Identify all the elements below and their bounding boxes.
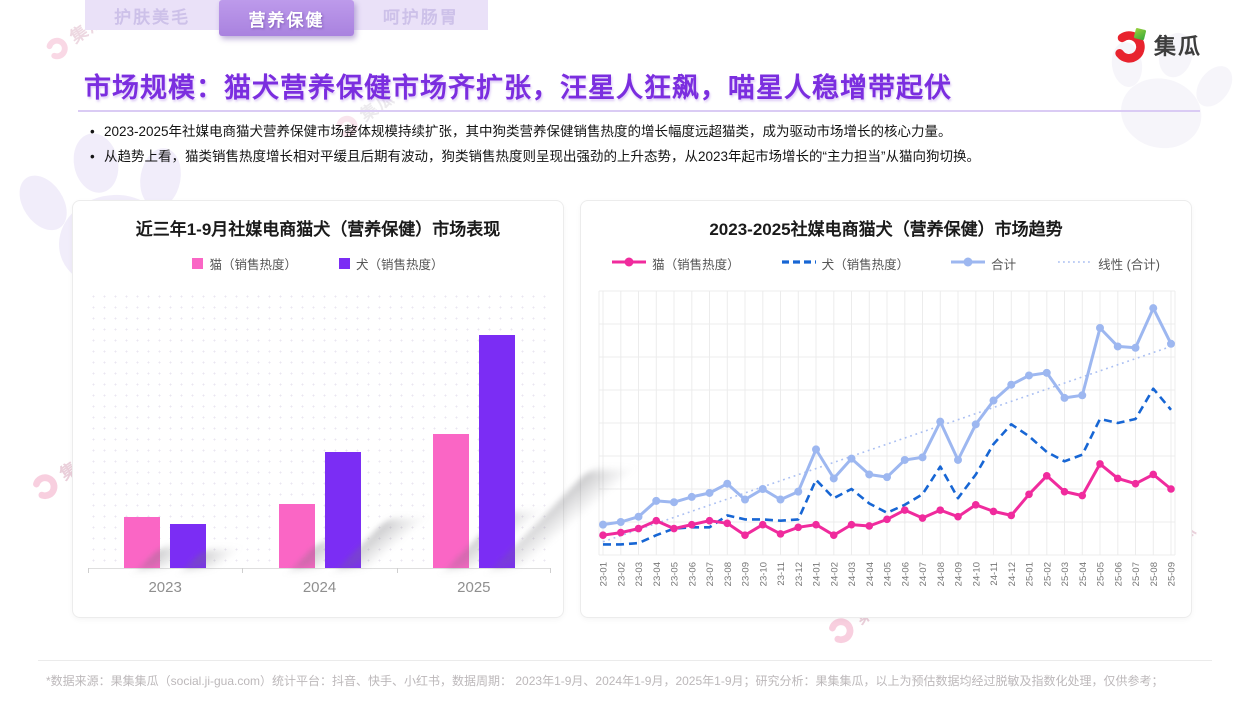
svg-text:25-04: 25-04 xyxy=(1078,562,1089,586)
line-chart-title: 2023-2025社媒电商猫犬（营养保健）市场趋势 xyxy=(709,220,1063,239)
line-chart-card: 2023-2025社媒电商猫犬（营养保健）市场趋势 猫（销售热度） 犬（销售热度）… xyxy=(580,200,1192,618)
logo-text: 集瓜 xyxy=(1153,34,1202,59)
svg-text:24-04: 24-04 xyxy=(865,562,876,586)
svg-text:23-04: 23-04 xyxy=(652,562,663,586)
bar-category-label: 2023 xyxy=(148,579,182,596)
svg-text:23-08: 23-08 xyxy=(723,562,734,586)
svg-text:24-03: 24-03 xyxy=(847,562,858,586)
svg-text:24-10: 24-10 xyxy=(971,562,982,586)
line-chart-plot: 23-01 23-02 23-03 23-04 23-05 23-06 23-07 23-08… xyxy=(598,290,1178,586)
svg-text:25-08: 25-08 xyxy=(1149,562,1160,586)
page-title: 市场规模：猫犬营养保健市场齐扩张，汪星人狂飙，喵星人稳增带起伏 xyxy=(84,73,952,103)
legend-item: 猫（销售热度） xyxy=(612,254,740,273)
svg-text:23-03: 23-03 xyxy=(634,562,645,586)
svg-text:25-01: 25-01 xyxy=(1025,562,1036,586)
summary-bullets: 2023-2025年社媒电商猫犬营养保健市场整体规模持续扩张，其中狗类营养保健销… xyxy=(88,119,1188,169)
legend-item: 犬（销售热度） xyxy=(781,254,909,273)
category-tabbar: 护肤美毛 营养保健 呵护肠胃 xyxy=(85,0,488,36)
svg-text:23-05: 23-05 xyxy=(670,562,681,586)
svg-text:24-05: 24-05 xyxy=(883,562,894,586)
jigua-logo: 集瓜 xyxy=(1111,26,1202,64)
legend-item: 犬（销售热度） xyxy=(339,254,444,273)
legend-line-icon xyxy=(951,255,986,273)
footer-note: *数据来源：果集集瓜（social.ji-gua.com）统计平台：抖音、快手、… xyxy=(46,674,1164,688)
svg-text:23-01: 23-01 xyxy=(599,562,610,586)
svg-text:23-12: 23-12 xyxy=(794,562,805,586)
svg-text:25-07: 25-07 xyxy=(1131,562,1142,586)
line-chart-legend: 猫（销售热度） 犬（销售热度） 合计 线性 (合计) xyxy=(581,254,1191,273)
svg-text:24-08: 24-08 xyxy=(936,562,947,586)
svg-text:23-07: 23-07 xyxy=(705,562,716,586)
axis-tick xyxy=(242,568,244,573)
legend-line-icon xyxy=(1058,255,1093,273)
svg-text:25-09: 25-09 xyxy=(1167,562,1178,586)
tab-skin-care[interactable]: 护肤美毛 xyxy=(114,7,191,27)
bar-2023-cat xyxy=(124,517,161,568)
svg-text:25-02: 25-02 xyxy=(1042,562,1053,586)
svg-text:23-09: 23-09 xyxy=(741,562,752,586)
title-divider xyxy=(78,110,1200,112)
legend-swatch-icon xyxy=(192,258,204,269)
svg-text:24-02: 24-02 xyxy=(829,562,840,586)
bullet-item: 2023-2025年社媒电商猫犬营养保健市场整体规模持续扩张，其中狗类营养保健销… xyxy=(88,119,1188,144)
svg-text:23-06: 23-06 xyxy=(687,562,698,586)
tab-gut-care[interactable]: 呵护肠胃 xyxy=(382,7,459,27)
jigua-logo-icon xyxy=(1111,26,1149,64)
bar-chart-plot xyxy=(88,291,551,573)
legend-item: 线性 (合计) xyxy=(1058,254,1160,273)
bar-2023-dog xyxy=(170,524,207,568)
svg-text:25-06: 25-06 xyxy=(1113,562,1124,586)
bar-category-label: 2025 xyxy=(457,579,491,596)
footer-divider xyxy=(38,660,1212,661)
bar-2025-cat xyxy=(432,434,469,568)
svg-text:24-11: 24-11 xyxy=(989,562,1000,586)
svg-text:23-10: 23-10 xyxy=(758,562,769,586)
axis-tick xyxy=(88,568,89,573)
svg-text:24-01: 24-01 xyxy=(812,562,823,586)
bullet-item: 从趋势上看，猫类销售热度增长相对平缓且后期有波动，狗类销售热度则呈现出强劲的上升… xyxy=(88,144,1188,169)
bar-2025-dog xyxy=(478,334,515,568)
bar-category-label: 2024 xyxy=(302,579,337,596)
bar-chart-legend: 猫（销售热度） 犬（销售热度） xyxy=(73,254,563,273)
svg-text:24-09: 24-09 xyxy=(954,562,965,586)
svg-text:23-11: 23-11 xyxy=(776,562,787,586)
legend-swatch-icon xyxy=(339,258,350,269)
bar-2024-dog xyxy=(324,452,361,568)
axis-tick xyxy=(550,568,551,573)
svg-text:24-06: 24-06 xyxy=(900,562,911,586)
bar-chart-x-labels: 2023 2024 2025 xyxy=(88,579,551,601)
svg-text:23-02: 23-02 xyxy=(616,562,627,586)
legend-line-icon xyxy=(781,255,816,273)
svg-text:24-07: 24-07 xyxy=(918,562,929,586)
tab-nutrition[interactable]: 营养保健 xyxy=(219,0,354,36)
bar-2024-cat xyxy=(278,504,315,568)
bar-chart-card: 近三年1-9月社媒电商猫犬（营养保健）市场表现 猫（销售热度） 犬（销售热度） 2… xyxy=(72,200,564,618)
svg-text:24-12: 24-12 xyxy=(1007,562,1018,586)
svg-text:25-03: 25-03 xyxy=(1060,562,1071,586)
legend-item: 合计 xyxy=(951,254,1016,273)
legend-line-icon xyxy=(612,255,647,273)
axis-tick xyxy=(396,568,398,573)
legend-item: 猫（销售热度） xyxy=(192,254,297,273)
svg-text:25-05: 25-05 xyxy=(1096,562,1107,586)
bar-chart-title: 近三年1-9月社媒电商猫犬（营养保健）市场表现 xyxy=(135,220,501,239)
